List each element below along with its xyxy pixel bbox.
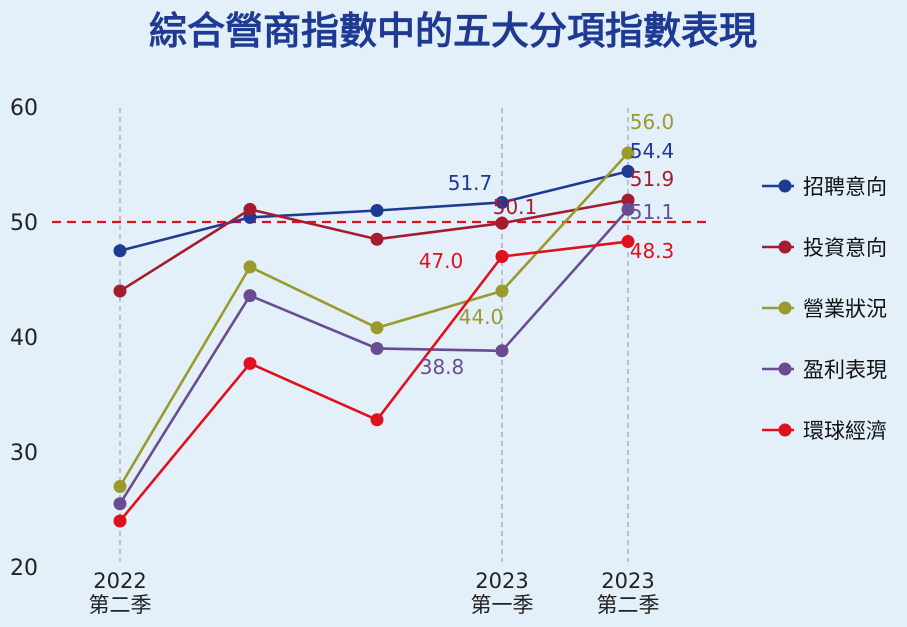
data-point: [370, 232, 384, 246]
legend-label: 投資意向: [803, 236, 887, 260]
data-point: [370, 321, 384, 335]
x-tick-label: 2023: [475, 569, 528, 593]
data-point: [113, 480, 127, 493]
data-label: 54.4: [630, 139, 675, 163]
data-label: 48.3: [630, 239, 675, 263]
data-point: [495, 284, 509, 298]
y-axis: 20 30 40 50 60: [10, 96, 38, 581]
y-tick-label: 20: [10, 556, 38, 581]
data-point: [621, 193, 635, 207]
data-point: [370, 204, 384, 217]
legend-swatch-marker: [778, 423, 792, 437]
data-label: 51.7: [448, 171, 493, 195]
data-point: [243, 356, 257, 370]
legend-swatch-marker: [778, 301, 792, 315]
data-point: [621, 235, 635, 249]
data-labels: 51.7 54.4 50.1 51.9 44.0 56.0 38.8 51.1 47.0 48.3: [419, 110, 675, 379]
data-label: 50.1: [493, 195, 538, 219]
x-tick-label: 2022: [93, 569, 146, 593]
x-tick-label: 第一季: [471, 593, 534, 617]
y-tick-label: 60: [10, 96, 38, 121]
data-point: [243, 289, 257, 303]
data-point: [495, 195, 509, 209]
legend-label: 招聘意向: [803, 175, 887, 199]
legend-label: 營業狀況: [803, 297, 887, 321]
data-label: 44.0: [459, 305, 504, 329]
data-point: [621, 202, 635, 216]
y-tick-label: 50: [10, 211, 38, 236]
data-point: [113, 514, 127, 528]
data-label: 56.0: [630, 110, 675, 134]
data-point: [370, 342, 384, 355]
grid-lines: [119, 108, 629, 562]
data-point: [495, 216, 509, 230]
legend-swatch-marker: [778, 179, 792, 193]
legend-swatch-marker: [778, 362, 792, 376]
legend-swatch-marker: [778, 240, 792, 254]
data-point: [113, 497, 127, 511]
series-group: [113, 146, 635, 528]
x-tick-label: 2023: [601, 569, 654, 593]
data-point: [621, 164, 635, 178]
data-point: [495, 250, 509, 263]
x-tick-label: 第二季: [597, 593, 660, 617]
data-point: [243, 260, 257, 274]
data-point: [370, 413, 384, 427]
y-tick-label: 30: [10, 441, 38, 466]
series-line-3: [118, 152, 629, 488]
data-label: 51.1: [630, 200, 675, 224]
data-point: [113, 284, 127, 298]
legend-label: 環球經濟: [803, 419, 887, 443]
data-label: 47.0: [419, 249, 464, 273]
legend-label: 盈利表現: [803, 358, 887, 382]
data-point: [495, 344, 509, 358]
data-point: [243, 202, 257, 216]
data-label: 51.9: [630, 167, 675, 191]
data-point: [113, 244, 127, 258]
x-tick-label: 第二季: [89, 593, 152, 617]
y-tick-label: 40: [10, 326, 38, 351]
chart-title: 綜合營商指數中的五大分項指數表現: [149, 8, 757, 53]
data-point: [621, 146, 635, 160]
data-label: 38.8: [420, 355, 465, 379]
